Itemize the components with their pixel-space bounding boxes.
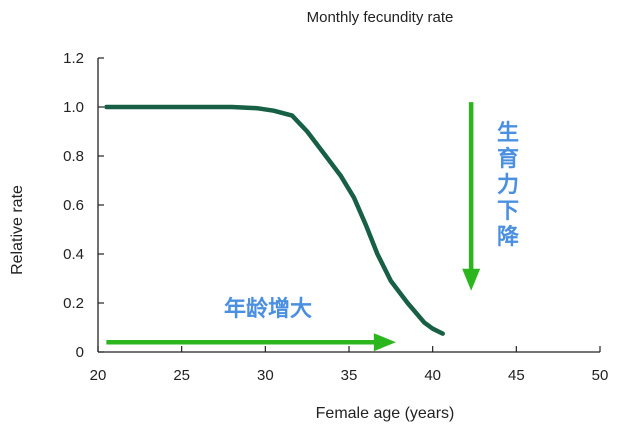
age-arrow-head [373, 333, 396, 352]
age-arrow-label: 年龄增大 [224, 296, 312, 321]
x-tick-label: 40 [424, 367, 441, 384]
series-line [104, 104, 445, 336]
axes: 20 25 30 35 40 45 50 0 0.2 0.4 0.6 0.8 1.0 1.2 [63, 50, 608, 384]
y-tick-label: 1.0 [63, 99, 84, 116]
series-layer [104, 104, 445, 336]
x-axis-label: Female age (years) [316, 405, 455, 422]
y-tick-label: 0.8 [63, 148, 84, 165]
x-tick-label: 50 [592, 367, 609, 384]
chart-title: Monthly fecundity rate [307, 9, 454, 26]
x-tick-label: 45 [508, 367, 525, 384]
x-tick-label: 30 [257, 367, 274, 384]
x-tick-label: 25 [173, 367, 190, 384]
fertility-arrow-head [462, 268, 481, 291]
y-tick-label: 0 [76, 344, 84, 361]
y-axis-label: Relative rate [9, 185, 26, 275]
annotation-layer: 年龄增大 生育力下降 [106, 102, 520, 352]
y-tick-label: 1.2 [63, 50, 84, 67]
x-tick-label: 20 [90, 367, 107, 384]
y-tick-label: 0.4 [63, 246, 84, 263]
fertility-arrow-label: 生育力下降 [497, 120, 520, 249]
x-tick-label: 35 [341, 367, 358, 384]
y-tick-label: 0.6 [63, 197, 84, 214]
y-tick-label: 0.2 [63, 295, 84, 312]
